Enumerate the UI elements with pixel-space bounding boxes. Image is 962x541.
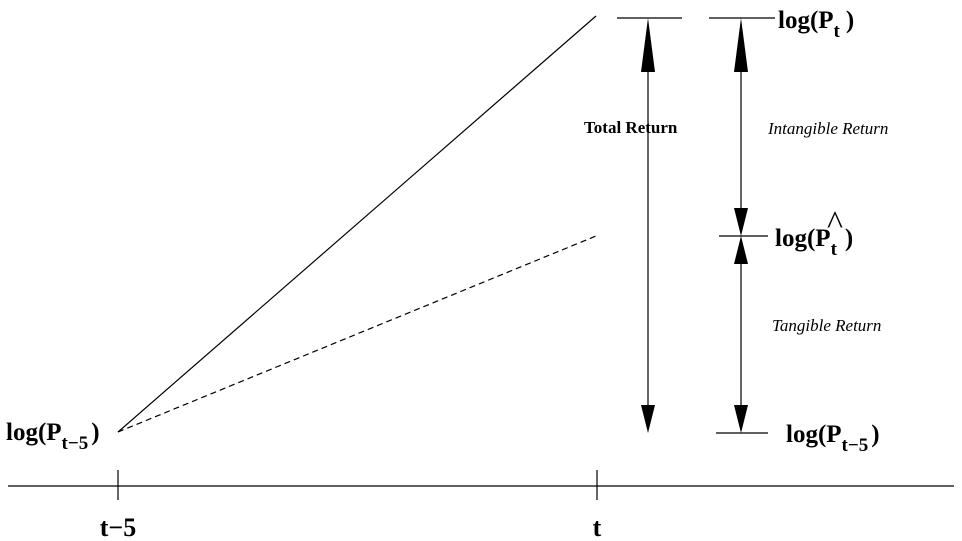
total-return-label: Total Return (584, 118, 678, 137)
hat-accent: ^ (827, 205, 843, 242)
tick-label-t-minus-5: t−5 (100, 513, 136, 541)
total-return-arrowhead-down (641, 405, 655, 433)
right-log-p-hat-t-label: log(Pt) ^ (775, 205, 853, 260)
tangible-return-arrowhead-up (734, 236, 748, 264)
tangible-price-path (117, 235, 597, 433)
svg-text:log(Pt): log(Pt) (775, 225, 853, 260)
total-return-arrowhead-up (641, 18, 655, 72)
right-log-p-t-minus-5-label: log(Pt−5) (786, 421, 880, 456)
intangible-return-arrowhead-up (734, 18, 748, 72)
left-log-p-t-minus-5-label: log(Pt−5) (6, 419, 100, 454)
intangible-return-arrowhead-down (734, 208, 748, 236)
tangible-return-arrowhead-down (734, 405, 748, 433)
tangible-return-label: Tangible Return (772, 316, 881, 335)
actual-price-path (117, 15, 597, 433)
right-log-p-t-label: log(Pt) (778, 7, 854, 42)
tick-label-t: t (593, 513, 602, 541)
intangible-return-label: Intangible Return (767, 119, 888, 138)
